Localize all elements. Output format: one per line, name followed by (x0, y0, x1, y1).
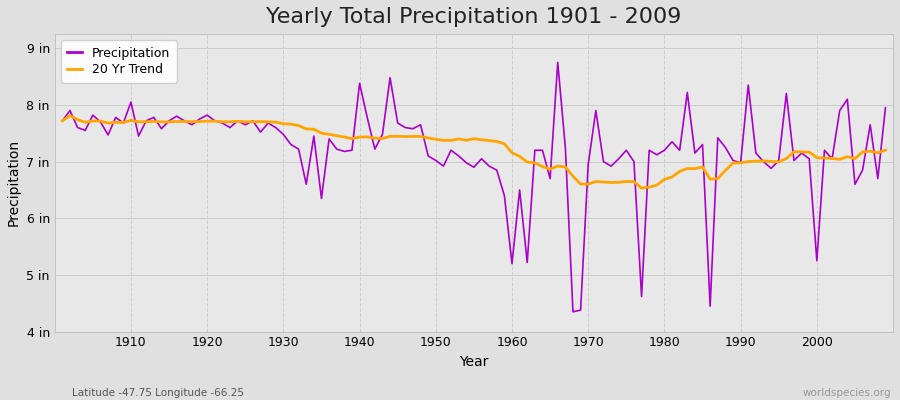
Title: Yearly Total Precipitation 1901 - 2009: Yearly Total Precipitation 1901 - 2009 (266, 7, 681, 27)
Legend: Precipitation, 20 Yr Trend: Precipitation, 20 Yr Trend (61, 40, 176, 82)
Y-axis label: Precipitation: Precipitation (7, 139, 21, 226)
Text: Latitude -47.75 Longitude -66.25: Latitude -47.75 Longitude -66.25 (72, 388, 244, 398)
Text: worldspecies.org: worldspecies.org (803, 388, 891, 398)
X-axis label: Year: Year (459, 355, 489, 369)
